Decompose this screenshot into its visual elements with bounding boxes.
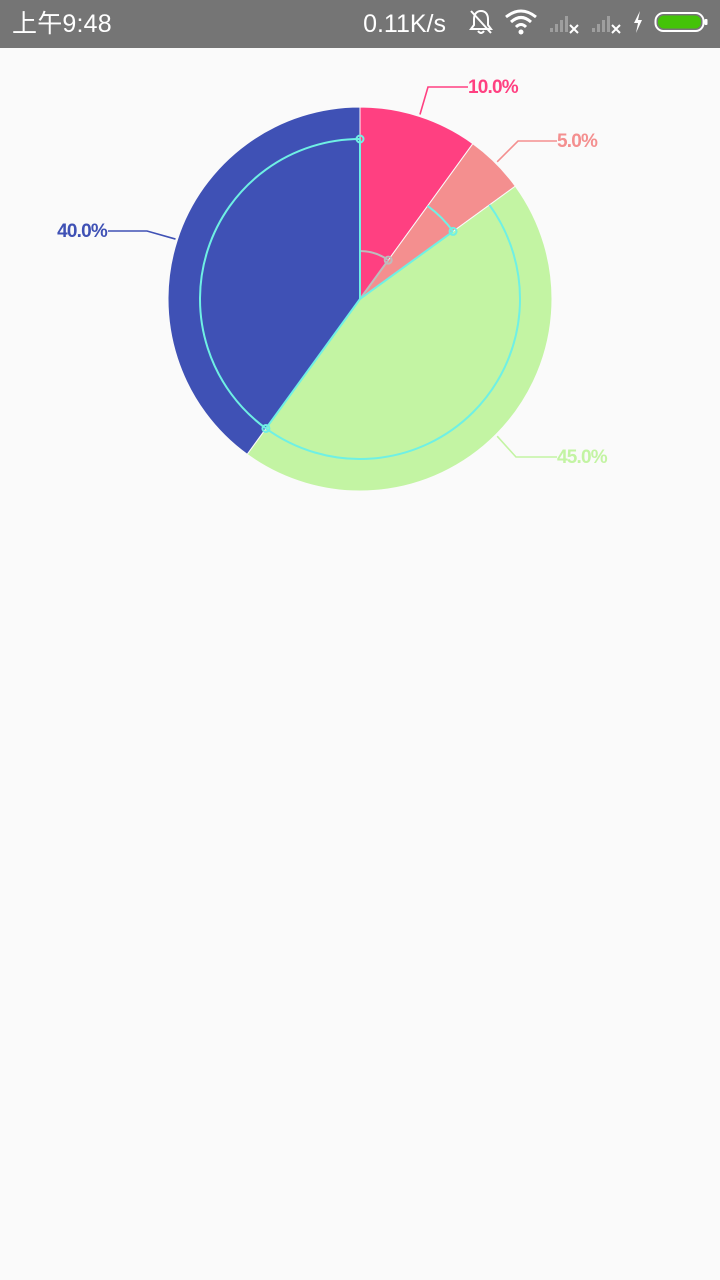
accent-marker-1 xyxy=(448,226,458,236)
slice-label-0: 10.0% xyxy=(468,77,519,98)
leader-line-1 xyxy=(496,140,557,163)
leader-line-3 xyxy=(108,230,176,240)
signal-no-sim-icon xyxy=(548,8,580,41)
accent-arc-1 xyxy=(427,205,454,232)
accent-radius-0 xyxy=(359,259,390,300)
accent-marker-2 xyxy=(261,423,271,433)
status-bar: 上午9:48 0.11K/s xyxy=(0,0,720,48)
leader-line-0 xyxy=(419,86,468,115)
pie-chart-svg: 10.0% 5.0% 45.0% 40.0% xyxy=(57,77,609,492)
pie-chart: 10.0% 5.0% 45.0% 40.0% xyxy=(0,48,720,568)
slice-label-2: 45.0% xyxy=(557,447,608,468)
leader-line-2 xyxy=(496,435,557,458)
accent-radius-2 xyxy=(265,298,361,430)
pie-slice-0[interactable] xyxy=(359,106,474,301)
wifi-icon xyxy=(504,8,538,41)
accent-arc-0 xyxy=(359,250,389,261)
slice-label-1: 5.0% xyxy=(557,131,598,152)
signal-no-sim-icon xyxy=(590,8,622,41)
accent-arc-3 xyxy=(199,138,361,430)
charging-bolt-icon xyxy=(632,9,644,40)
accent-arc-2 xyxy=(265,204,521,460)
accent-marker-3 xyxy=(355,134,365,144)
accent-radius-1 xyxy=(359,230,454,300)
network-speed: 0.11K/s xyxy=(363,10,446,38)
accent-marker-0 xyxy=(383,255,393,265)
status-time: 上午9:48 xyxy=(12,10,112,38)
battery-icon xyxy=(654,9,708,40)
pie-slice-2[interactable] xyxy=(246,185,553,492)
status-icons: 0.11K/s xyxy=(363,8,708,40)
bell-muted-icon xyxy=(468,8,494,41)
slice-label-3: 40.0% xyxy=(57,221,108,242)
